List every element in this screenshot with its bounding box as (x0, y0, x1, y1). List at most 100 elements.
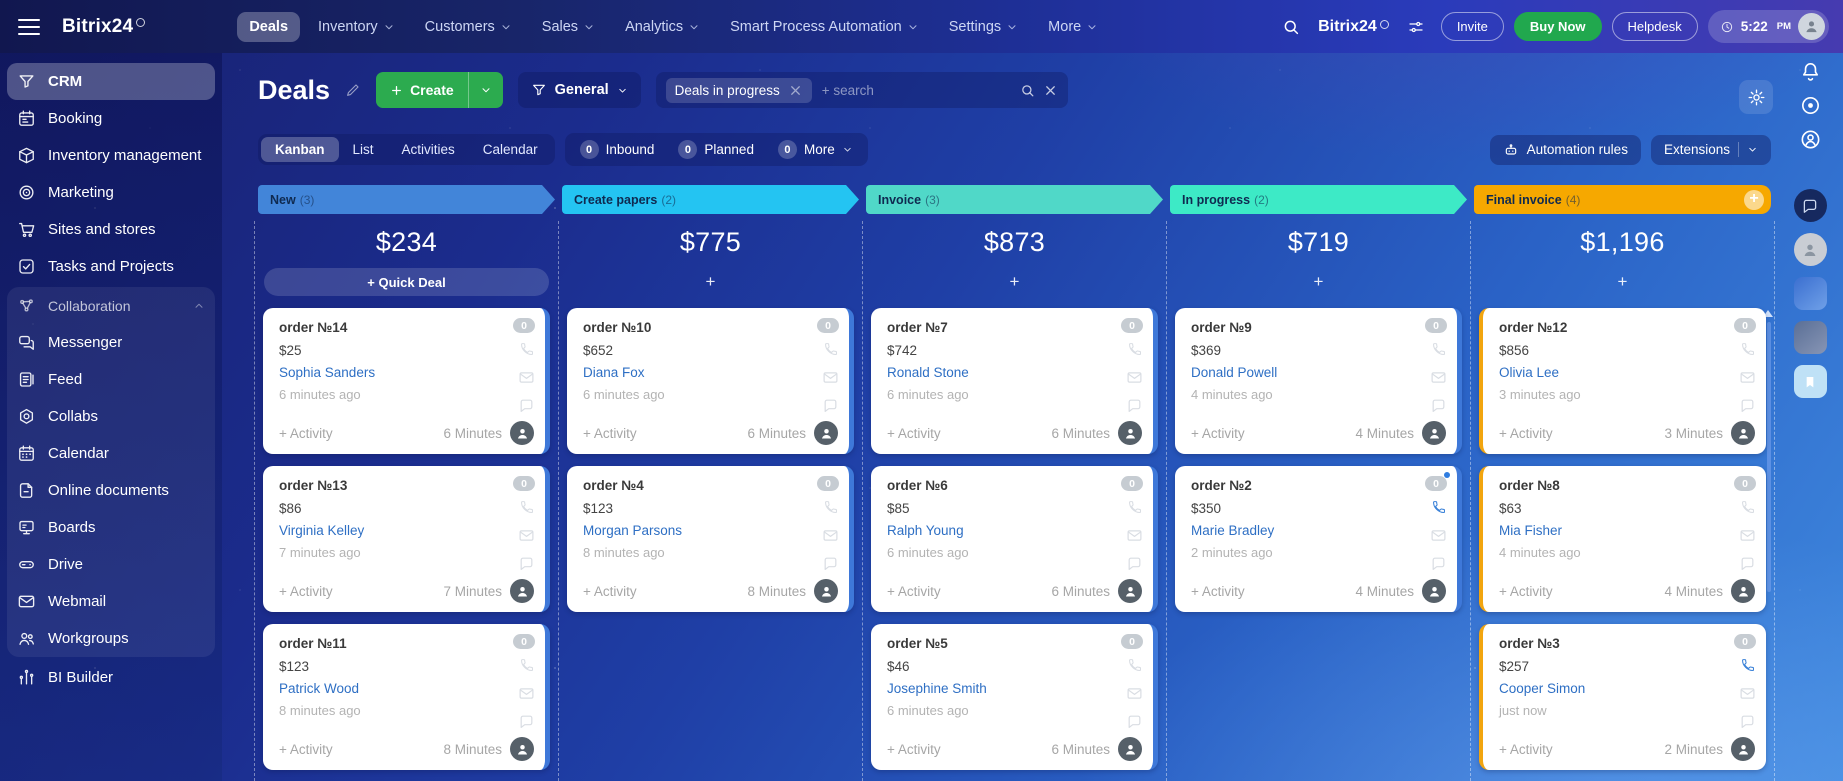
worktime-widget[interactable]: 5:22 PM (1707, 10, 1829, 43)
bookmarks[interactable] (1793, 365, 1827, 398)
add-activity-link[interactable]: + Activity (1499, 741, 1553, 757)
hamburger-menu-icon[interactable] (18, 18, 40, 35)
add-stage-icon[interactable]: + (1744, 189, 1764, 210)
deal-contact-link[interactable]: Sophia Sanders (279, 365, 376, 380)
phone-icon[interactable] (822, 499, 839, 516)
sidebar-item-drive[interactable]: Drive (7, 546, 215, 583)
top-menu-inventory[interactable]: Inventory (306, 12, 407, 42)
add-activity-link[interactable]: + Activity (887, 425, 941, 441)
sidebar-item-webmail[interactable]: Webmail (7, 583, 215, 620)
deal-card[interactable]: order №4 0 $123 Morgan Parsons 8 minutes ago… (567, 466, 854, 612)
top-menu-customers[interactable]: Customers (413, 12, 524, 42)
chat-icon[interactable] (1430, 555, 1447, 572)
sidebar-item-boards[interactable]: Boards (7, 509, 215, 546)
stage-header-new[interactable]: New (3) (258, 185, 555, 214)
sidebar-item-inventory-management[interactable]: Inventory management (7, 137, 215, 174)
add-activity-link[interactable]: + Activity (1499, 425, 1553, 441)
mail-icon[interactable] (1126, 685, 1143, 702)
deal-contact-link[interactable]: Patrick Wood (279, 681, 360, 696)
app-tile-slate[interactable] (1793, 321, 1827, 354)
mail-icon[interactable] (1126, 369, 1143, 386)
search-clear-icon[interactable] (1043, 83, 1058, 98)
chat-icon[interactable] (1739, 397, 1756, 414)
mail-icon[interactable] (1739, 369, 1756, 386)
deal-card[interactable]: order №9 0 $369 Donald Powell 4 minutes ago +… (1175, 308, 1462, 454)
sidebar-item-tasks-and-projects[interactable]: Tasks and Projects (7, 248, 215, 285)
create-dropdown-caret[interactable] (467, 72, 503, 108)
phone-icon[interactable] (1739, 657, 1756, 674)
add-activity-link[interactable]: + Activity (279, 425, 333, 441)
counter-planned[interactable]: 0 Planned (666, 136, 766, 163)
sidebar-item-crm[interactable]: CRM (7, 63, 215, 100)
stage-header-in-progress[interactable]: In progress (2) (1170, 185, 1467, 214)
chat-icon[interactable] (1126, 555, 1143, 572)
phone-icon[interactable] (1739, 341, 1756, 358)
assignee-avatar-icon[interactable] (1731, 579, 1755, 603)
add-deal-button[interactable]: + (1009, 272, 1020, 291)
add-deal-button[interactable]: + (1313, 272, 1324, 291)
stage-header-create-papers[interactable]: Create papers (2) (562, 185, 859, 214)
chat-icon[interactable] (1126, 713, 1143, 730)
sidebar-item-online-documents[interactable]: Online documents (7, 472, 215, 509)
tab-list[interactable]: List (352, 142, 374, 157)
assignee-avatar-icon[interactable] (1731, 421, 1755, 445)
mail-icon[interactable] (1126, 527, 1143, 544)
filter-chip[interactable]: Deals in progress (665, 77, 812, 103)
quick-deal-button[interactable]: + Quick Deal (264, 268, 549, 296)
assignee-avatar-icon[interactable] (1731, 737, 1755, 761)
deal-card[interactable]: order №6 0 $85 Ralph Young 6 minutes ago + Ac… (871, 466, 1158, 612)
assignee-avatar-icon[interactable] (1118, 579, 1142, 603)
add-activity-link[interactable]: + Activity (1191, 583, 1245, 599)
pipeline-selector[interactable]: General (517, 72, 641, 108)
mail-icon[interactable] (822, 527, 839, 544)
stage-header-invoice[interactable]: Invoice (3) (866, 185, 1163, 214)
extensions-button[interactable]: Extensions (1650, 134, 1771, 165)
portal-logo[interactable]: Bitrix24 (1318, 18, 1389, 36)
top-menu-analytics[interactable]: Analytics (613, 12, 712, 42)
deal-card[interactable]: order №8 0 $63 Mia Fisher 4 minutes ago + Act… (1479, 466, 1766, 612)
assignee-avatar-icon[interactable] (1422, 579, 1446, 603)
app-tile-blue[interactable] (1793, 277, 1827, 310)
chat-icon[interactable] (518, 397, 535, 414)
chat-icon[interactable] (1739, 555, 1756, 572)
phone-icon[interactable] (1430, 499, 1447, 516)
deal-card[interactable]: order №5 0 $46 Josephine Smith 6 minutes ago… (871, 624, 1158, 770)
tab-activities[interactable]: Activities (401, 142, 455, 157)
assignee-avatar-icon[interactable] (814, 421, 838, 445)
mail-icon[interactable] (822, 369, 839, 386)
chat-icon[interactable] (822, 555, 839, 572)
phone-icon[interactable] (822, 341, 839, 358)
chat-icon[interactable] (518, 713, 535, 730)
deal-card[interactable]: order №3 0 $257 Cooper Simon just now + Activ… (1479, 624, 1766, 770)
phone-icon[interactable] (1126, 657, 1143, 674)
phone-icon[interactable] (1126, 341, 1143, 358)
automation-rules-button[interactable]: Automation rules (1489, 134, 1641, 165)
mail-icon[interactable] (1739, 527, 1756, 544)
sliders-icon[interactable] (1401, 17, 1431, 37)
mail-icon[interactable] (1430, 527, 1447, 544)
sidebar-item-collabs[interactable]: Collabs (7, 398, 215, 435)
tab-calendar[interactable]: Calendar (482, 142, 538, 157)
deal-card[interactable]: order №11 0 $123 Patrick Wood 8 minutes ago +… (263, 624, 550, 770)
deal-contact-link[interactable]: Ralph Young (887, 523, 964, 538)
deal-card[interactable]: order №14 0 $25 Sophia Sanders 6 minutes ago… (263, 308, 550, 454)
chip-remove-icon[interactable] (788, 83, 803, 98)
top-menu-deals[interactable]: Deals (237, 11, 301, 42)
assignee-avatar-icon[interactable] (814, 579, 838, 603)
deal-contact-link[interactable]: Donald Powell (1191, 365, 1278, 380)
add-activity-link[interactable]: + Activity (583, 425, 637, 441)
assignee-avatar-icon[interactable] (510, 579, 534, 603)
chat-icon[interactable] (1739, 713, 1756, 730)
add-deal-button[interactable]: + (705, 272, 716, 291)
helpdesk-button[interactable]: Helpdesk (1611, 12, 1698, 41)
mail-icon[interactable] (518, 369, 535, 386)
sidebar-item-calendar[interactable]: Calendar (7, 435, 215, 472)
deal-contact-link[interactable]: Cooper Simon (1499, 681, 1586, 696)
user-avatar[interactable] (1793, 233, 1827, 266)
sidebar-item-sites-and-stores[interactable]: Sites and stores (7, 211, 215, 248)
filter-search-bar[interactable]: Deals in progress (655, 72, 1068, 108)
deal-card[interactable]: order №12 0 $856 Olivia Lee 3 minutes ago + A… (1479, 308, 1766, 454)
deal-contact-link[interactable]: Ronald Stone (887, 365, 969, 380)
mail-icon[interactable] (1739, 685, 1756, 702)
chat-icon[interactable] (1126, 397, 1143, 414)
